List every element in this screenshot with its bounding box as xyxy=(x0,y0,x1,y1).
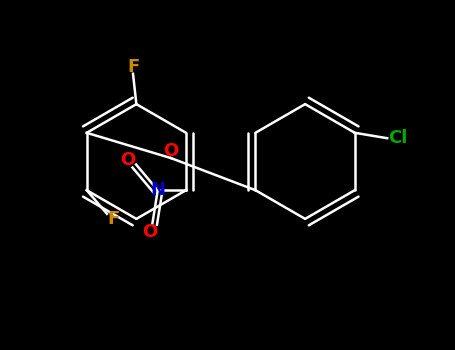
Text: O: O xyxy=(142,223,157,241)
Text: Cl: Cl xyxy=(388,129,407,147)
Text: F: F xyxy=(127,58,139,76)
Text: O: O xyxy=(163,142,179,160)
Text: F: F xyxy=(107,210,120,228)
Text: O: O xyxy=(121,152,136,169)
Text: N: N xyxy=(150,181,165,199)
